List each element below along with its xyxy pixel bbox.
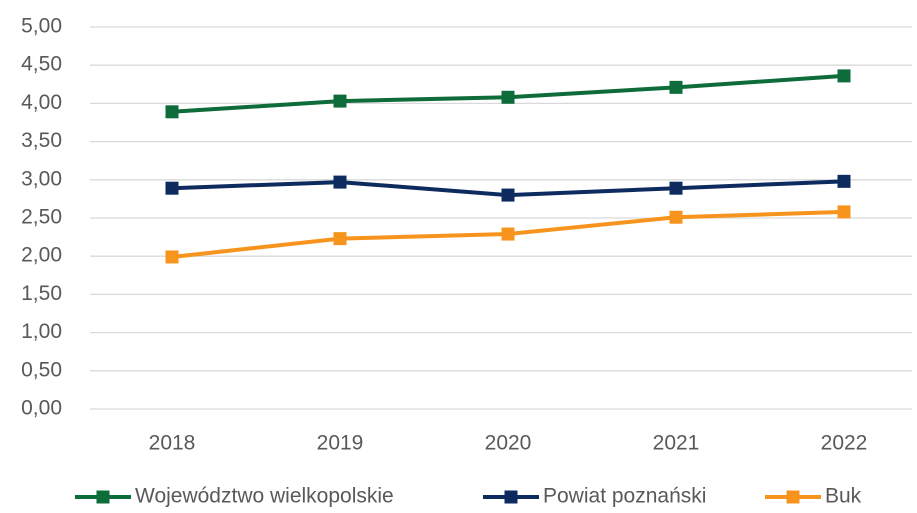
point	[669, 80, 683, 94]
legend-marker	[504, 490, 518, 504]
point	[669, 181, 683, 195]
x-tick-label: 2020	[485, 432, 532, 455]
point	[333, 232, 347, 246]
x-tick-label: 2022	[821, 432, 868, 455]
point	[837, 205, 851, 219]
point	[501, 227, 515, 241]
point	[333, 175, 347, 189]
point	[837, 174, 851, 188]
y-tick-label: 0,00	[21, 397, 62, 420]
y-tick-label: 1,00	[21, 320, 62, 343]
x-tick-label: 2018	[149, 432, 196, 455]
legend-label: Buk	[825, 485, 862, 508]
legend-label: Województwo wielkopolskie	[135, 485, 394, 508]
point	[837, 69, 851, 83]
y-tick-label: 3,50	[21, 129, 62, 152]
y-tick-label: 3,00	[21, 167, 62, 190]
point	[501, 188, 515, 202]
y-tick-label: 4,50	[21, 53, 62, 76]
legend-label: Powiat poznański	[543, 485, 706, 508]
point	[165, 250, 179, 264]
legend-marker	[786, 490, 800, 504]
y-tick-label: 2,00	[21, 244, 62, 267]
y-tick-label: 1,50	[21, 282, 62, 305]
y-tick-label: 0,50	[21, 358, 62, 381]
point	[501, 90, 515, 104]
point	[165, 181, 179, 195]
legend-marker	[96, 490, 110, 504]
x-tick-label: 2021	[653, 432, 700, 455]
y-tick-label: 4,00	[21, 91, 62, 114]
y-tick-label: 5,00	[21, 15, 62, 38]
point	[669, 210, 683, 224]
point	[165, 105, 179, 119]
x-tick-label: 2019	[317, 432, 364, 455]
y-tick-label: 2,50	[21, 206, 62, 229]
point	[333, 94, 347, 108]
